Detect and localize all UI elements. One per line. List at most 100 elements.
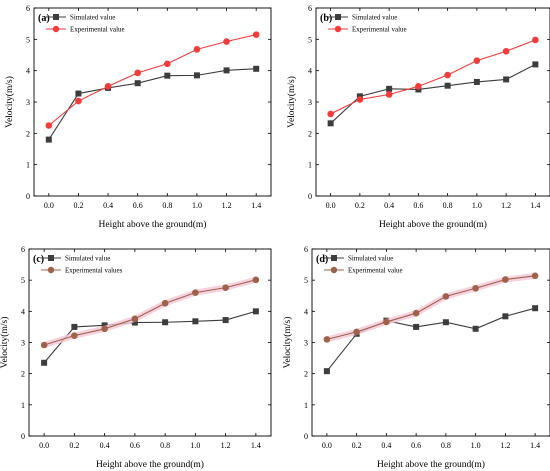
chart-0-series-0-point — [193, 72, 200, 79]
chart-0-series-0-point — [223, 67, 230, 74]
chart-2-legend-label-1: Experimental values — [65, 267, 123, 275]
chart-3-series-1-line — [326, 275, 536, 340]
chart-1-xtick-label: 1.0 — [472, 201, 482, 210]
chart-3-ytick-label: 1 — [304, 401, 308, 410]
chart-2-ytick-label: 2 — [21, 370, 25, 379]
chart-2-series-0-point — [252, 308, 259, 315]
chart-2-xtick-label: 1.2 — [221, 441, 231, 450]
chart-0-xtick-label: 0.8 — [162, 201, 172, 210]
chart-1-series-1-point — [473, 57, 481, 64]
chart-3-series-0-point — [442, 319, 449, 326]
chart-1-plot-frame — [315, 7, 550, 197]
chart-2-xtick-label: 1.0 — [190, 441, 200, 450]
chart-2-series-0-point — [41, 359, 48, 366]
chart-2-xtick-label: 0.6 — [130, 441, 140, 450]
chart-2-series-1-point — [101, 325, 108, 333]
chart-0-xtick-label: 0.6 — [133, 201, 143, 210]
chart-0-series-1-line — [48, 34, 257, 126]
chart-0-legend-label-0: Simulated value — [70, 14, 115, 22]
chart-0-xlabel: Height above the ground(m) — [99, 219, 207, 230]
chart-2-xtick-label: 1.4 — [251, 441, 261, 450]
chart-0-series-1-point — [75, 97, 82, 105]
chart-2-panel-label: (c) — [33, 254, 44, 265]
chart-0-ytick-label: 4 — [26, 67, 30, 76]
chart-2-series-0-point — [192, 318, 199, 325]
chart-3-series-1-point — [323, 336, 331, 343]
chart-0-ylabel: Velocity(m/s) — [4, 76, 15, 128]
chart-2-legend-label-0: Simulated value — [65, 255, 110, 263]
chart-1-legend-marker-0 — [335, 14, 341, 20]
chart-0-series-0-point — [75, 90, 82, 97]
chart-3-series-1-point — [442, 293, 450, 300]
chart-3-legend-marker-1 — [330, 266, 338, 274]
chart-0-xtick-label: 1.0 — [192, 201, 202, 210]
chart-1-series-0-point — [386, 85, 393, 92]
chart-3-xtick-label: 0.2 — [352, 441, 362, 450]
chart-1-series-1-point — [444, 71, 451, 79]
chart-3-series-0-point — [502, 313, 509, 320]
chart-1-legend: Simulated value Experimental value — [328, 14, 407, 34]
chart-3-ylabel: Velocity(m/s) — [282, 317, 293, 369]
chart-0-legend-marker-0 — [53, 14, 59, 20]
chart-1-series-0-point — [473, 78, 480, 85]
chart-3-series-0-point — [532, 305, 539, 312]
chart-3-series-1-point — [383, 318, 390, 326]
chart-2-legend: Simulated value Experimental values — [41, 255, 123, 275]
chart-2-ytick-label: 1 — [21, 401, 25, 410]
chart-1-series-1-point — [502, 47, 510, 55]
chart-0-series-1-point — [45, 122, 53, 129]
chart-1-series-0-point — [444, 82, 451, 89]
chart-2-xtick-label: 0.8 — [160, 441, 170, 450]
chart-1-ytick-label: 6 — [308, 4, 312, 13]
chart-3-xtick-label: 0.8 — [441, 441, 451, 450]
chart-1-series-1 — [327, 36, 539, 118]
chart-1-legend-label-1: Experimental value — [352, 26, 407, 34]
chart-1-series-0-line — [330, 63, 536, 124]
chart-2-ytick-label: 5 — [21, 276, 25, 285]
chart-0: 0 1 2 3 4 5 6 0.0 0.2 0.4 0.6 0.8 1.0 1.2 1.4 Height ab… — [4, 4, 272, 230]
chart-2-xtick-label: 0.4 — [100, 441, 110, 450]
chart-0-legend-marker-1 — [52, 25, 60, 33]
chart-0-series-0-line — [48, 68, 257, 140]
chart-2-series-1-point — [252, 276, 260, 284]
chart-3-series-0-point — [323, 368, 330, 375]
chart-3-xtick-label: 0.6 — [411, 441, 421, 450]
chart-1-ytick-label: 4 — [308, 67, 312, 76]
chart-1-ytick-label: 3 — [308, 98, 312, 107]
chart-1-legend-label-0: Simulated value — [352, 14, 397, 22]
chart-1-ytick-label: 5 — [308, 35, 312, 44]
chart-1-xtick-label: 1.2 — [501, 201, 511, 210]
chart-1-series-0 — [327, 61, 539, 127]
chart-2-series-0-point — [101, 322, 108, 329]
chart-3-series-0 — [323, 305, 539, 375]
chart-3-series-1-point — [472, 284, 479, 292]
chart-2-series-0 — [41, 308, 259, 366]
chart-1-ytick-label: 2 — [308, 129, 312, 138]
chart-0-legend-label-1: Experimental value — [70, 26, 125, 34]
chart-2-series-0-point — [222, 317, 229, 324]
chart-2-series-1-line — [43, 279, 257, 346]
chart-0-ytick-label: 6 — [26, 4, 30, 13]
chart-1-ylabel: Velocity(m/s) — [286, 76, 297, 128]
chart-0-series-1-point — [223, 38, 230, 45]
chart-2-legend-marker-0 — [48, 255, 54, 261]
chart-1-xtick-label: 0.6 — [413, 201, 423, 210]
chart-0-ytick-label: 1 — [26, 161, 30, 170]
chart-2-series-0-point — [162, 319, 169, 326]
chart-1-xtick-label: 0.8 — [443, 201, 453, 210]
chart-3-xtick-label: 1.0 — [471, 441, 481, 450]
chart-1-series-0-point — [532, 61, 539, 68]
chart-2-xlabel: Height above the ground(m) — [96, 459, 204, 470]
chart-2-ylabel: Velocity(m/s) — [0, 317, 10, 369]
chart-0-series-1-point — [134, 69, 141, 77]
chart-2-series-1-point — [222, 284, 229, 291]
chart-2-xtick-label: 0.0 — [39, 441, 49, 450]
chart-0-series-0-point — [45, 136, 52, 143]
chart-3-ytick-label: 0 — [304, 432, 308, 441]
chart-1-panel-label: (b) — [320, 13, 332, 24]
chart-3-xtick-label: 1.4 — [530, 441, 540, 450]
chart-1-xtick-label: 0.0 — [326, 201, 336, 210]
chart-0-series-0-point — [253, 65, 260, 72]
chart-2-series-0-line — [43, 310, 257, 364]
chart-3-ytick-label: 5 — [304, 276, 308, 285]
